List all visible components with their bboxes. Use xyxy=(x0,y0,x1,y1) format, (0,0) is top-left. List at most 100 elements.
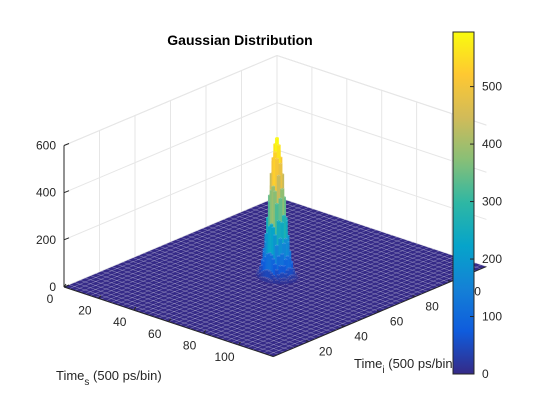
mesh-line xyxy=(218,221,428,292)
colorbar-ticks: 0 100 200 300 400 500 xyxy=(470,80,502,381)
peak-bar-top xyxy=(283,280,288,283)
y-tick-label: 40 xyxy=(354,330,368,344)
mesh-line xyxy=(74,282,285,353)
mesh-line xyxy=(207,226,418,297)
peak-bar-top xyxy=(281,242,287,245)
mesh-line xyxy=(189,238,403,329)
mesh-line xyxy=(69,284,279,355)
mesh-line xyxy=(79,280,290,351)
colorbar-tick-label: 500 xyxy=(482,80,502,94)
colorbar: 0 100 200 300 400 500 xyxy=(452,31,502,381)
mesh-line xyxy=(149,250,359,321)
mesh-line xyxy=(154,248,365,319)
mesh-line xyxy=(260,203,471,274)
z-tick-mark xyxy=(63,237,70,241)
mesh-line xyxy=(84,203,299,295)
mesh-line xyxy=(85,277,295,348)
peak-bar-face xyxy=(273,277,276,284)
mesh-line xyxy=(127,259,338,330)
peak-bar-top xyxy=(285,269,290,271)
mesh-line xyxy=(133,257,343,328)
mesh-line xyxy=(95,273,306,344)
mesh-line xyxy=(194,240,408,331)
peak-bar-top xyxy=(283,273,288,275)
peak-bar-top xyxy=(281,265,287,267)
mesh-line xyxy=(236,254,450,345)
peak-bar-top xyxy=(278,237,283,240)
x-axis-label: Times (500 ps/bin) xyxy=(56,368,162,388)
peak-bar-top xyxy=(281,214,287,217)
y-axis-label-base: Time xyxy=(354,356,382,371)
mesh-line xyxy=(111,266,322,337)
x-tick-label: 0 xyxy=(47,292,54,306)
y-axis-label: Timei (500 ps/bin) xyxy=(354,356,457,376)
colorbar-tick-label: 300 xyxy=(482,195,502,209)
mesh-line xyxy=(121,215,335,307)
x-tick-mark xyxy=(203,330,207,334)
y-axis-label-unit: (500 ps/bin) xyxy=(385,356,457,371)
y-tick-label: 20 xyxy=(319,345,333,359)
y-tick-mark xyxy=(376,310,381,313)
x-tick-label: 40 xyxy=(113,315,127,329)
mesh-line xyxy=(79,201,293,293)
z-tick-label: 600 xyxy=(36,139,56,153)
mesh-line xyxy=(223,219,434,290)
z-tick-mark xyxy=(63,284,70,288)
mesh-line xyxy=(255,205,466,276)
x-tick-label: 20 xyxy=(78,304,92,318)
peak-bar-top xyxy=(279,187,285,190)
peak-bar-top xyxy=(286,275,292,278)
mesh-line xyxy=(276,196,487,267)
y-tick-label: 60 xyxy=(390,315,404,329)
peak-bar-top xyxy=(278,162,283,165)
colorbar-scale xyxy=(452,31,475,375)
grid-line xyxy=(276,55,487,126)
mesh-line xyxy=(111,212,325,303)
x-tick-mark xyxy=(98,295,102,299)
mesh-line xyxy=(191,232,402,303)
peak-bar-top xyxy=(274,136,280,139)
peak-bar-top xyxy=(283,258,288,261)
mesh-line xyxy=(143,253,354,324)
peak-bar-top xyxy=(278,197,283,200)
mesh-line xyxy=(74,200,288,291)
mesh-line xyxy=(247,257,461,349)
z-tick-mark xyxy=(63,143,70,146)
peak-bar-top xyxy=(281,277,287,279)
mesh-line xyxy=(197,230,407,301)
peak-bar-top xyxy=(285,277,290,280)
y-tick-mark xyxy=(341,325,345,328)
peak-bar-top xyxy=(283,237,288,240)
y-tick-mark xyxy=(447,280,452,283)
mesh-line xyxy=(202,228,412,299)
mesh-line xyxy=(147,224,361,316)
peak-bar-top xyxy=(286,267,292,269)
y-axis-label-subscript: i xyxy=(382,365,384,376)
peak-bar-top xyxy=(285,255,290,258)
grid-line xyxy=(63,55,278,146)
mesh-line xyxy=(268,264,482,356)
x-tick-mark xyxy=(168,318,172,323)
peak-bar-top xyxy=(288,274,294,277)
mesh-line xyxy=(205,243,419,335)
x-axis-label-base: Time xyxy=(56,368,84,383)
z-tick-label: 0 xyxy=(49,280,56,294)
y-tick-mark xyxy=(305,340,310,343)
peak-bar-top xyxy=(276,174,281,177)
x-axis-label-unit: (500 ps/bin) xyxy=(89,368,161,383)
x-tick-label: 100 xyxy=(214,350,234,364)
mesh-line xyxy=(252,259,466,350)
mesh-line xyxy=(220,248,435,340)
mesh-line xyxy=(271,199,482,270)
x-tick-label: 60 xyxy=(148,327,162,341)
z-tick-mark xyxy=(63,190,70,194)
mesh-line xyxy=(257,261,471,352)
mesh-line xyxy=(231,252,445,343)
mesh-line xyxy=(138,255,349,326)
colorbar-tick-label: 400 xyxy=(482,137,502,151)
peak-bar-top xyxy=(290,278,295,281)
y-tick-label: 80 xyxy=(425,300,439,314)
mesh-line xyxy=(215,247,429,338)
mesh-line xyxy=(241,255,456,347)
